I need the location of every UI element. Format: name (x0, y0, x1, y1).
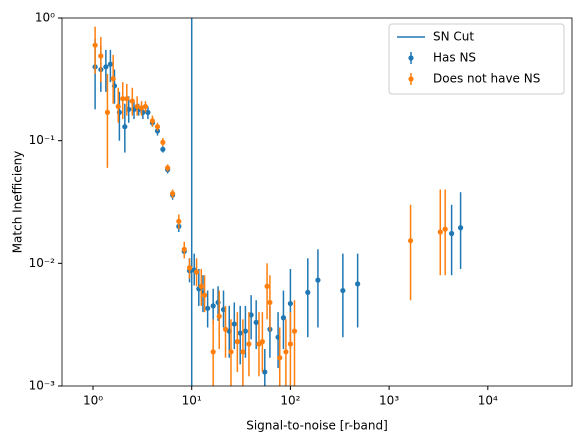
point (154, 124, 161, 130)
point (186, 265, 193, 271)
y-tick-label: 10⁻² (29, 256, 56, 270)
point (193, 269, 200, 275)
point (92, 42, 98, 48)
point (340, 287, 346, 294)
point (262, 369, 268, 375)
point (277, 355, 283, 361)
point (246, 341, 252, 347)
point (134, 103, 140, 110)
point (291, 328, 298, 334)
y-tick-label: 10⁻¹ (29, 133, 56, 147)
point (253, 319, 259, 325)
point (181, 246, 187, 252)
point (216, 313, 222, 319)
point (240, 349, 246, 355)
x-axis-label: Signal-to-noise [r-band] (246, 419, 388, 433)
point (264, 283, 270, 289)
point (124, 96, 130, 102)
point (98, 53, 104, 59)
point (165, 165, 171, 171)
point (160, 146, 166, 152)
point (437, 229, 443, 235)
point (120, 96, 126, 102)
point (355, 281, 361, 287)
y-tick-label: 10⁰ (35, 11, 55, 25)
point (107, 61, 113, 67)
point (280, 315, 287, 321)
point (201, 292, 208, 298)
point (407, 238, 414, 244)
point (122, 124, 128, 130)
y-axis-label: Match Inefficieny (11, 151, 25, 254)
point (305, 289, 311, 295)
point (267, 299, 273, 306)
x-tick-label: 10⁴ (478, 394, 498, 408)
point (142, 103, 149, 110)
legend-label: SN Cut (433, 30, 474, 44)
point (176, 218, 182, 224)
point (169, 191, 176, 197)
legend-marker (408, 76, 414, 82)
legend-box (388, 23, 565, 95)
plot-area (92, 18, 464, 386)
point (442, 226, 448, 232)
point (248, 312, 254, 318)
point (231, 321, 237, 327)
legend: SN Cut Has NS Does not have NS (388, 23, 565, 95)
legend-label: Has NS (433, 51, 476, 65)
axes-frame (61, 17, 573, 387)
point (242, 328, 249, 334)
point (103, 64, 109, 70)
point (449, 230, 455, 237)
y-tick-label: 10⁻³ (29, 379, 56, 393)
point (129, 98, 135, 104)
point (198, 283, 204, 289)
point (259, 339, 265, 345)
point (205, 305, 211, 311)
point (228, 349, 234, 355)
legend-marker (408, 55, 414, 61)
point (110, 76, 116, 82)
point (210, 303, 216, 309)
point (234, 339, 240, 345)
x-tick-label: 10³ (379, 394, 399, 408)
legend-label: Does not have NS (433, 72, 540, 86)
point (237, 330, 243, 336)
point (115, 103, 121, 110)
point (149, 118, 156, 124)
point (457, 225, 464, 231)
point (210, 349, 216, 355)
point (160, 139, 166, 145)
point (287, 300, 294, 307)
point (315, 277, 321, 283)
point (138, 105, 145, 111)
x-tick-label: 10⁰ (83, 394, 103, 408)
point (145, 109, 151, 115)
point (104, 109, 111, 115)
point (222, 326, 229, 332)
x-tick-label: 10² (280, 394, 300, 408)
x-tick-label: 10¹ (182, 394, 202, 408)
point (283, 349, 289, 355)
point (287, 341, 294, 347)
